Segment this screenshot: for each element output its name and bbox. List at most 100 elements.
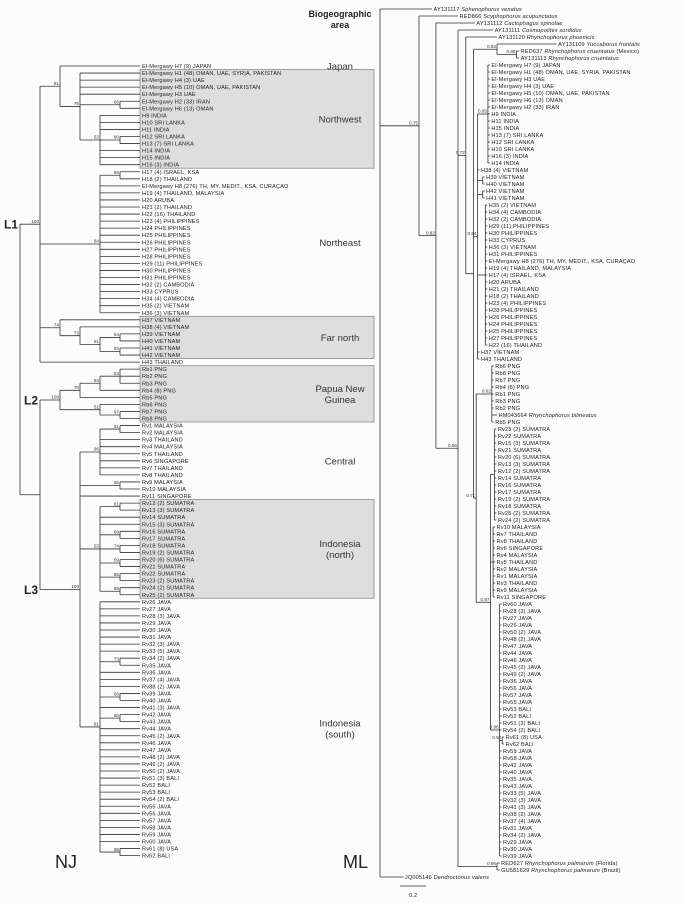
region-label: Far north (321, 333, 360, 344)
leaf-label: Rv52 BALI (142, 783, 170, 789)
leaf-label: H10 SRI LANKA (491, 147, 534, 153)
leaf-label: Rv19 (2) SUMATRA (498, 497, 550, 503)
support-value: 50 (114, 713, 120, 718)
support-value: 100 (71, 584, 79, 589)
support-value: 0.95 (478, 109, 487, 114)
region-label: Central (325, 456, 356, 467)
lineage-label: L1 (4, 218, 18, 232)
leaf-label: H31 PHILIPPINES (142, 276, 191, 282)
biogeographic-header-line1: Biogeographic (308, 9, 371, 19)
leaf-label: Rv44 JAVA (503, 651, 532, 657)
leaf-label: H18 (2) THAILAND (142, 177, 192, 183)
accession-id: RED637 (521, 49, 545, 55)
support-value: 0.75 (409, 121, 418, 126)
leaf-label: H21 (2) THAILAND (489, 287, 539, 293)
leaf-label: Rv57 JAVA (142, 818, 171, 824)
ml-method-label: ML (343, 852, 368, 872)
leaf-label: Rv40 JAVA (142, 699, 171, 705)
species-name: Rhynchophorus bilineatus (529, 413, 597, 419)
leaf-label: Rv42 JAVA (142, 713, 171, 719)
leaf-label: H27 PHILIPPINES (489, 336, 538, 342)
leaf-label: Rv29 JAVA (503, 840, 532, 846)
leaf-label: Rv21 SUMATRA (142, 565, 185, 571)
leaf-label: Rb4 (8) PNG (142, 388, 176, 394)
leaf-label: H16 (3) INDIA (142, 163, 179, 169)
leaf-label: H30 PHILIPPINES (142, 268, 191, 274)
leaf-label: El-Mergawy H6 (13) OMAN (491, 98, 563, 104)
leaf-label: Rv22 SUMATRA (142, 572, 185, 578)
leaf-label: Rv24 (2) SUMATRA (498, 518, 550, 524)
leaf-label: Rv50 (2) JAVA (503, 630, 541, 636)
leaf-label: Rv5 THAILAND (497, 560, 538, 566)
leaf-label: Rv35 JAVA (142, 663, 171, 669)
support-value: 55 (114, 480, 120, 485)
leaf-label: H19 (4) THAILAND, MALAYSIA (489, 266, 571, 272)
region-boxes (139, 69, 375, 599)
leaf-label: Rv61 (8) USA (142, 847, 178, 853)
leaf-label: AY131111 Cosmopolites sordidus (495, 28, 582, 34)
leaf-label: H11 INDIA (142, 127, 170, 133)
leaf-label: Rv13 (3) SUMATRA (142, 508, 194, 514)
leaf-label: Rv9 MALAYSIA (497, 588, 538, 594)
leaf-label: Rv26 JAVA (503, 623, 532, 629)
leaf-label: H27 PHILIPPINES (142, 247, 191, 253)
leaf-label: Rv60 JAVA (142, 840, 171, 846)
leaf-label: H36 (3) VIETNAM (489, 245, 537, 251)
leaf-label: H20 ARUBA (489, 280, 521, 286)
support-value: 56 (114, 692, 120, 697)
leaf-label: Rv41 (3) JAVA (142, 706, 180, 712)
leaf-label: H12 SRI LANKA (491, 140, 534, 146)
leaf-label: H29 (11) PHILIPPINES (142, 261, 203, 267)
support-value: 89 (114, 586, 120, 591)
accession-id: HM043664 (499, 413, 529, 419)
leaf-label: Rb8 PNG (142, 417, 167, 423)
leaf-label: H40 VIETNAM (486, 182, 525, 188)
leaf-label: El-Mergawy H5 (10) OMAN, UAE, PAKISTAN (491, 91, 609, 97)
leaf-label: H41 VIETNAM (142, 346, 181, 352)
leaf-label: Rv17 SUMATRA (498, 490, 541, 496)
leaf-label: Rb3 PNG (142, 381, 167, 387)
leaf-label: Rv12 (2) SUMATRA (142, 501, 194, 507)
leaf-label: El-Mergawy H5 (10) OMAN, UAE, PAKISTAN (142, 85, 260, 91)
leaf-label: H43 THAILAND (481, 357, 522, 363)
leaf-label: Rv36 JAVA (142, 670, 171, 676)
leaf-label: H26 PHILIPPINES (142, 240, 191, 246)
leaf-label: Rv23 (2) SUMATRA (498, 427, 550, 433)
leaf-label: Rv14 SUMATRA (498, 476, 541, 482)
leaf-label: Rv51 (3) BALI (142, 776, 179, 782)
species-name: Rhynchophorus cruentatus (544, 49, 615, 55)
accession-id: AY131120 (499, 35, 527, 41)
leaf-label: H15 INDIA (142, 156, 170, 162)
support-value: 0.82 (426, 230, 435, 235)
leaf-label: Rv59 JAVA (503, 749, 532, 755)
leaf-label: Rv54 (2) BALI (142, 797, 179, 803)
leaf-label: Rb8 PNG (495, 371, 520, 377)
support-value: 52 (94, 135, 100, 140)
accession-id: GU581629 (501, 868, 531, 874)
leaf-label: Rv38 (2) JAVA (503, 812, 541, 818)
leaf-label: H33 CYPRUS (142, 290, 179, 296)
species-name: Cactophagus spinolae (504, 21, 562, 27)
leaf-label: El-Mergawy H1 (48) OMAN, UAE, SYRIA, PAK… (142, 71, 281, 77)
leaf-label: Rb3 PNG (495, 399, 520, 405)
leaf-label: Rv57 JAVA (503, 693, 532, 699)
leaf-label: H37 VIETNAM (481, 350, 520, 356)
leaf-label: H32 (2) CAMBODIA (489, 217, 542, 223)
leaf-label: H17 (4) ISRAEL, KSA (142, 170, 199, 176)
leaf-label: El-Mergawy H7 (9) JAPAN (142, 64, 211, 70)
leaf-label: Rv23 (2) SUMATRA (142, 579, 194, 585)
leaf-label: H38 (4) VIETNAM (142, 325, 190, 331)
leaf-label: Rv31 JAVA (142, 635, 171, 641)
leaf-label: Rv16 SUMATRA (498, 483, 541, 489)
region-label: Japan (327, 62, 353, 73)
locality: (Mexico) (615, 49, 639, 55)
support-value: 0.87 (481, 597, 490, 602)
leaf-label: Rv56 JAVA (142, 811, 171, 817)
leaf-label: H37 VIETNAM (142, 318, 181, 324)
leaf-label: H40 VIETNAM (142, 339, 181, 345)
leaf-label: H29 (11) PHILIPPINES (489, 224, 550, 230)
locality: (Florida) (594, 861, 618, 867)
leaf-label: H39 VIETNAM (142, 332, 181, 338)
lineage-label: L3 (24, 583, 38, 597)
leaf-label: Rb6 PNG (142, 402, 167, 408)
